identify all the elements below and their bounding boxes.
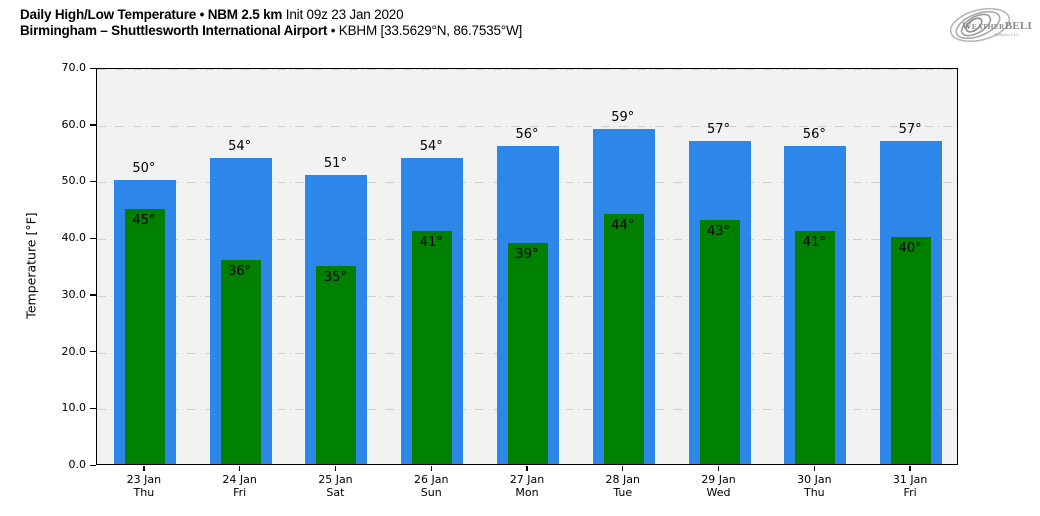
- x-tick-day: Fri: [233, 486, 247, 499]
- x-tick-label: 24 Jan Fri: [192, 473, 288, 499]
- x-tick-day: Fri: [903, 486, 917, 499]
- y-tick-label: 40.0: [61, 231, 87, 245]
- x-tick-date: 26 Jan: [413, 473, 449, 486]
- y-axis-title: Temperature [°F]: [23, 212, 39, 319]
- y-tick-mark: [90, 67, 96, 69]
- low-bar: [508, 242, 548, 464]
- high-value-label: 57°: [707, 121, 731, 137]
- x-tick-date: 29 Jan: [701, 473, 736, 486]
- low-bar: [220, 259, 261, 464]
- low-bar: [795, 231, 836, 464]
- x-tick-day: Thu: [803, 486, 825, 499]
- y-tick-mark: [90, 351, 96, 353]
- low-value-label: 39°: [515, 246, 539, 262]
- low-value-label: 40°: [898, 241, 922, 257]
- x-tick-date: 31 Jan: [892, 473, 928, 486]
- x-tick-mark: [813, 466, 815, 471]
- high-value-label: 57°: [898, 121, 922, 137]
- y-tick-label: 60.0: [61, 117, 87, 131]
- x-tick-date: 28 Jan: [605, 473, 640, 486]
- x-tick-mark: [622, 466, 624, 471]
- chart-header: Daily High/Low Temperature • NBM 2.5 km …: [20, 7, 522, 39]
- high-value-label: 56°: [802, 127, 826, 143]
- low-bar: [603, 214, 644, 464]
- x-tick-mark: [909, 466, 911, 471]
- x-tick-mark: [239, 466, 241, 471]
- low-value-label: 35°: [323, 269, 347, 285]
- y-tick-label: 20.0: [61, 344, 87, 358]
- x-tick-day: Tue: [613, 486, 633, 499]
- high-value-label: 50°: [132, 161, 156, 177]
- low-value-label: 41°: [802, 235, 826, 251]
- y-tick-label: 0.0: [68, 458, 87, 471]
- high-value-label: 56°: [515, 127, 539, 143]
- low-value-label: 44°: [611, 218, 635, 234]
- chart-title-bold: Daily High/Low Temperature • NBM 2.5 km: [20, 7, 283, 22]
- gridline-70: [97, 69, 957, 70]
- y-tick-mark: [90, 464, 96, 466]
- x-tick-label: 23 Jan Thu: [96, 473, 192, 499]
- chart-subtitle-station: • KBHM [33.5629°N, 86.7535°W]: [327, 23, 523, 38]
- low-value-label: 36°: [228, 263, 252, 279]
- x-tick-label: 27 Jan Mon: [479, 473, 575, 499]
- chart-subtitle: Birmingham – Shuttlesworth International…: [20, 23, 522, 39]
- x-tick-mark: [430, 466, 432, 471]
- y-tick-mark: [90, 180, 96, 183]
- weatherbell-logo: WEATHERBELL Analytics LLC: [949, 7, 1032, 43]
- x-tick-date: 23 Jan: [126, 473, 162, 486]
- x-tick-day: Thu: [133, 486, 155, 499]
- logo-brand-text: WEATHERBELL: [962, 20, 1032, 32]
- x-tick-day: Wed: [706, 486, 731, 499]
- y-tick-label: 30.0: [61, 287, 87, 301]
- x-tick-mark: [526, 466, 528, 471]
- low-value-label: 45°: [132, 212, 156, 228]
- low-bar: [124, 208, 165, 464]
- chart-subtitle-bold: Birmingham – Shuttlesworth International…: [20, 23, 328, 38]
- plot-area: [96, 68, 958, 465]
- x-tick-date: 25 Jan: [318, 473, 353, 486]
- low-bar: [699, 220, 740, 464]
- x-tick-label: 29 Jan Wed: [671, 473, 767, 499]
- x-tick-date: 24 Jan: [222, 473, 257, 486]
- high-value-label: 54°: [419, 138, 443, 154]
- x-tick-mark: [334, 466, 337, 471]
- high-value-label: 54°: [228, 138, 252, 154]
- x-tick-label: 30 Jan Thu: [766, 473, 862, 499]
- x-tick-mark: [143, 466, 145, 471]
- y-tick-mark: [90, 237, 96, 239]
- low-value-label: 43°: [707, 224, 731, 240]
- y-tick-label: 10.0: [61, 401, 87, 415]
- x-tick-date: 30 Jan: [797, 473, 832, 486]
- x-tick-label: 25 Jan Sat: [287, 473, 383, 499]
- x-tick-day: Sun: [420, 486, 442, 499]
- chart-title: Daily High/Low Temperature • NBM 2.5 km …: [20, 7, 522, 23]
- low-bar: [891, 237, 932, 464]
- high-value-label: 51°: [323, 155, 347, 171]
- x-tick-mark: [717, 466, 720, 471]
- x-tick-label: 26 Jan Sun: [383, 473, 479, 499]
- y-tick-label: 50.0: [61, 174, 87, 188]
- gridline-60: [97, 125, 957, 127]
- low-value-label: 41°: [419, 235, 443, 251]
- y-tick-mark: [90, 294, 96, 296]
- x-tick-label: 31 Jan Fri: [862, 473, 958, 499]
- x-tick-label: 28 Jan Tue: [575, 473, 671, 499]
- y-tick-label: 70.0: [61, 61, 87, 74]
- low-bar: [316, 265, 357, 464]
- high-value-label: 59°: [611, 110, 635, 126]
- logo-sub-text: Analytics LLC: [994, 32, 1019, 37]
- chart-title-init: Init 09z 23 Jan 2020: [282, 7, 404, 22]
- y-tick-mark: [90, 124, 96, 126]
- low-bar: [412, 231, 453, 464]
- x-tick-day: Mon: [515, 486, 539, 499]
- y-tick-mark: [90, 407, 96, 410]
- x-tick-date: 27 Jan: [509, 473, 545, 486]
- x-tick-day: Sat: [326, 486, 345, 499]
